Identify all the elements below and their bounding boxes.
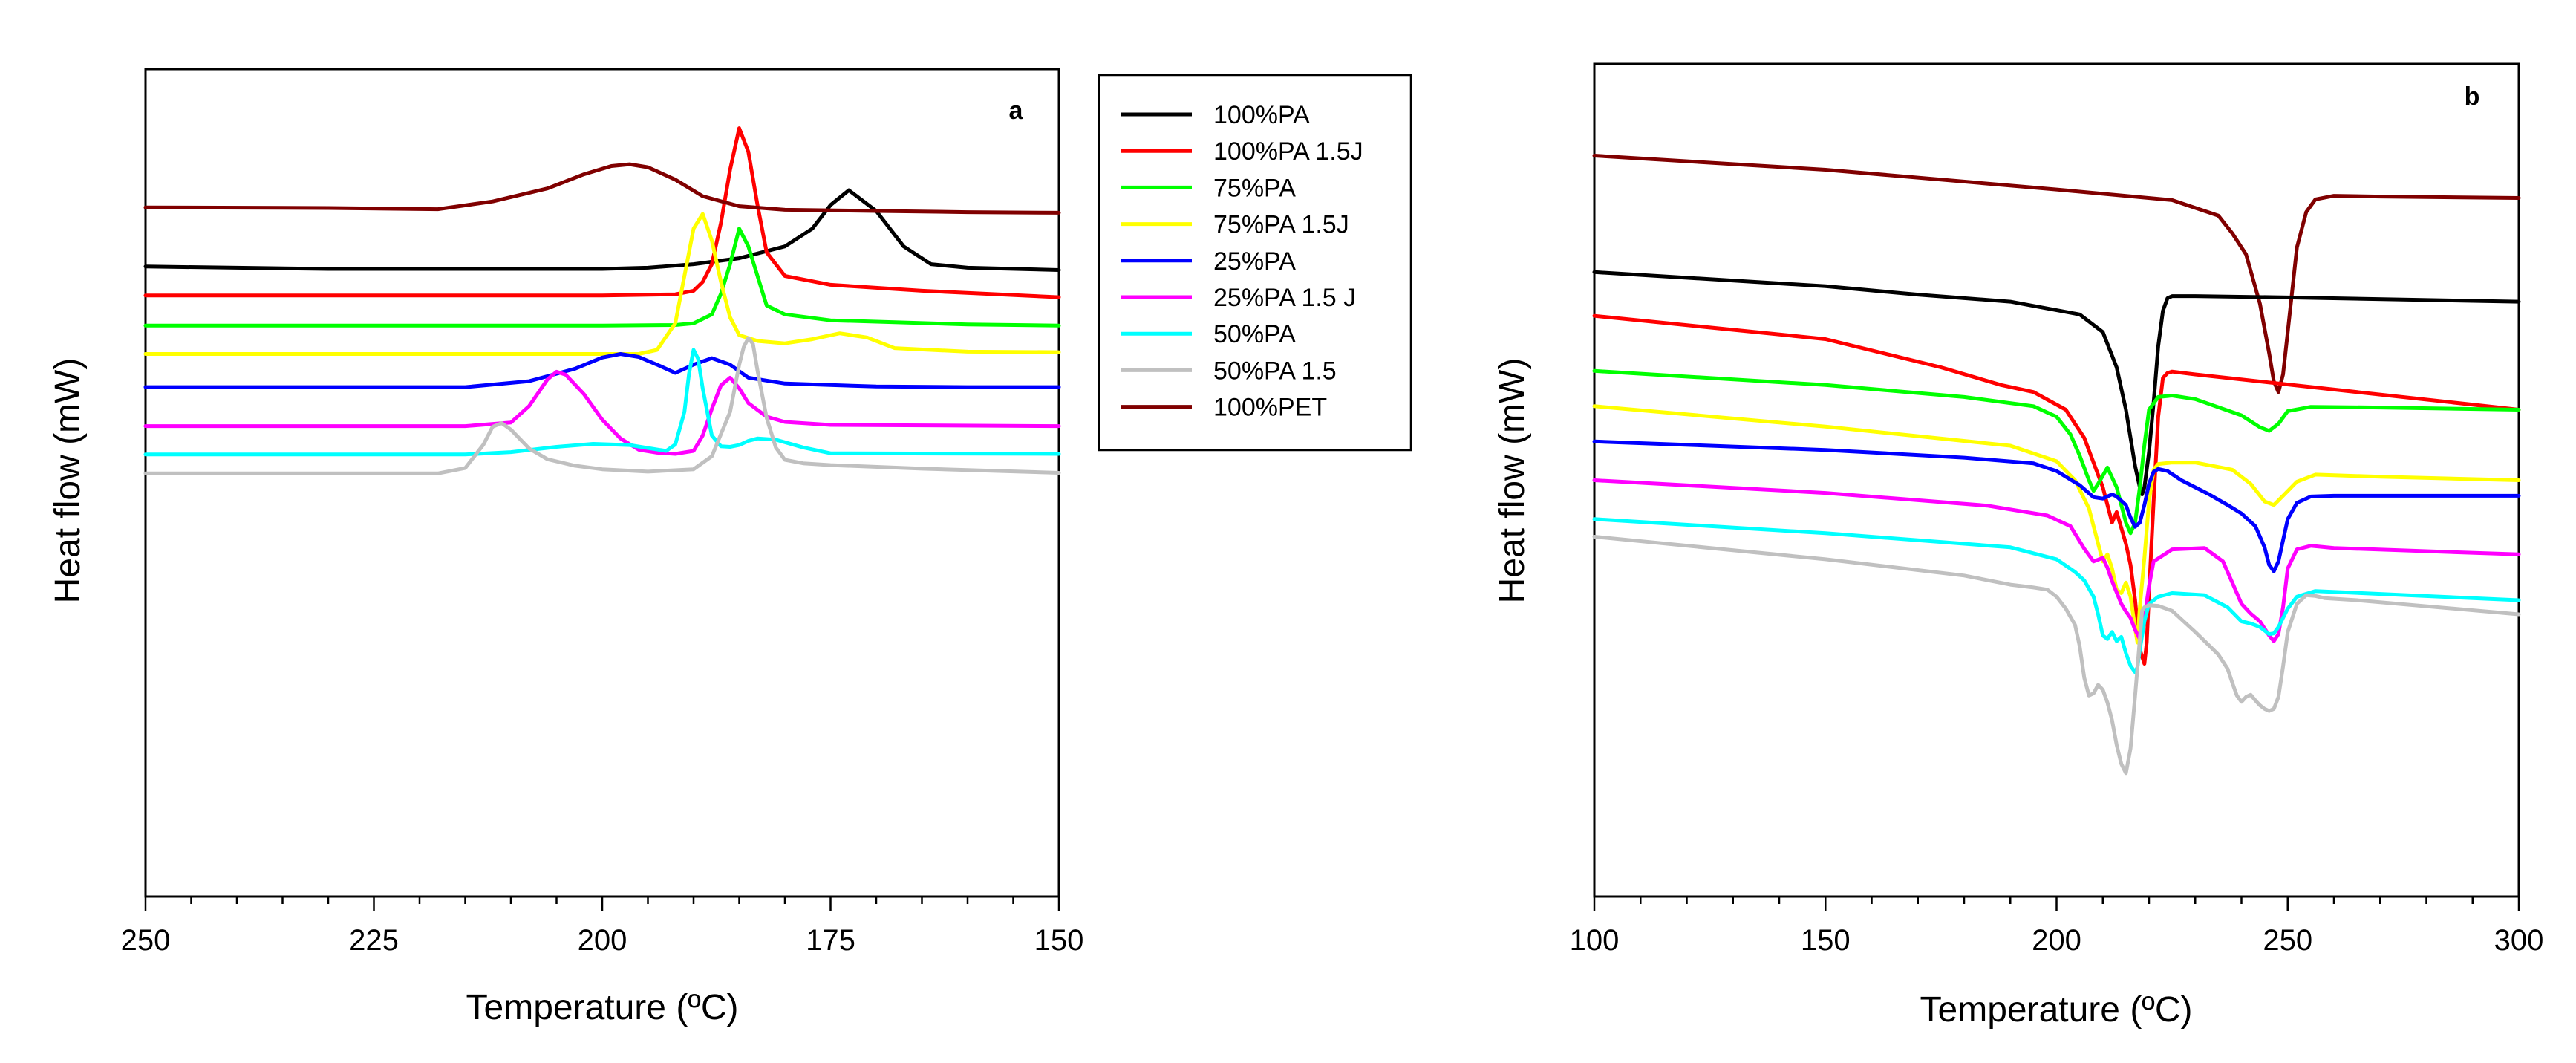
panel-b-tick-label-250: 250 — [2263, 924, 2312, 957]
panel-b-series-25-pa — [1592, 439, 2521, 573]
panel-b-series-75-pa-1-5j — [1592, 404, 2521, 645]
panel-b-tick-label-150: 150 — [1801, 924, 1851, 957]
legend-label-25-pa: 25%PA — [1213, 247, 1296, 276]
panel-a-series-50-pa — [143, 348, 1061, 457]
panel-b-series — [1592, 154, 2521, 776]
panel-a-plot-frame — [144, 68, 1060, 898]
panel-a-x-axis-title: Temperature (ºC) — [466, 988, 739, 1027]
panel-b-tick-label-100: 100 — [1570, 924, 1620, 957]
panel-a-series-100-pet — [143, 162, 1061, 215]
legend-label-75-pa-1-5j: 75%PA 1.5J — [1213, 211, 1349, 239]
panel-b-y-axis-title: Heat flow (mW) — [1493, 358, 1532, 604]
panel-a-series-25-pa — [143, 352, 1061, 389]
panel-a-y-axis-title: Heat flow (mW) — [48, 358, 88, 604]
legend-label-25-pa-1-5-j: 25%PA 1.5 J — [1213, 284, 1356, 312]
panel-a-series-50-pa-1-5 — [143, 336, 1061, 475]
legend-label-50-pa-1-5: 50%PA 1.5 — [1213, 357, 1337, 385]
panel-a-tick-label-225: 225 — [349, 924, 399, 957]
panel-a-series-100-pa — [143, 188, 1061, 272]
legend-label-100-pet: 100%PET — [1213, 394, 1327, 422]
panel-a-tick-label-150: 150 — [1034, 924, 1084, 957]
legend-label-100-pa-1-5j: 100%PA 1.5J — [1213, 137, 1363, 166]
panel-a-letter: a — [1009, 97, 1024, 125]
panel-b-series-75-pa — [1592, 368, 2521, 536]
panel-a-series — [143, 126, 1061, 475]
panel-b: 100 150 200 250 300 b Temperature (ºC) Heat … — [1493, 62, 2544, 1030]
panel-b-letter: b — [2465, 82, 2480, 111]
panel-b-x-axis-title: Temperature (ºC) — [1920, 990, 2193, 1030]
panel-a-series-75-pa — [143, 227, 1061, 328]
panel-b-series-100-pa-1-5j — [1592, 313, 2521, 666]
panel-a-x-ticks: 250 225 200 175 150 — [121, 897, 1084, 957]
panel-a-series-25-pa-1-5-j — [143, 369, 1061, 456]
panel-b-tick-label-200: 200 — [2032, 924, 2081, 957]
panel-b-tick-label-300: 300 — [2494, 924, 2544, 957]
legend-label-100-pa: 100%PA — [1213, 101, 1310, 129]
panel-a-tick-label-200: 200 — [578, 924, 627, 957]
panel-a-series-100-pa-1-5j — [143, 126, 1061, 299]
panel-a: 250 225 200 175 150 a Temperature (ºC) Heat … — [48, 68, 1084, 1027]
legend-label-50-pa: 50%PA — [1213, 320, 1296, 348]
panel-b-series-50-pa-1-5 — [1592, 535, 2521, 776]
panel-a-series-75-pa-1-5j — [143, 212, 1061, 356]
legend-frame — [1098, 74, 1412, 452]
panel-b-x-ticks: 100 150 200 250 300 — [1570, 897, 2544, 957]
panel-a-tick-label-250: 250 — [121, 924, 171, 957]
legend: 100%PA 100%PA 1.5J 75%PA 75%PA 1.5J 25%PA 25%… — [1098, 74, 1412, 452]
panel-b-series-100-pet — [1592, 154, 2521, 394]
panel-a-tick-label-175: 175 — [806, 924, 855, 957]
legend-label-75-pa: 75%PA — [1213, 174, 1296, 202]
